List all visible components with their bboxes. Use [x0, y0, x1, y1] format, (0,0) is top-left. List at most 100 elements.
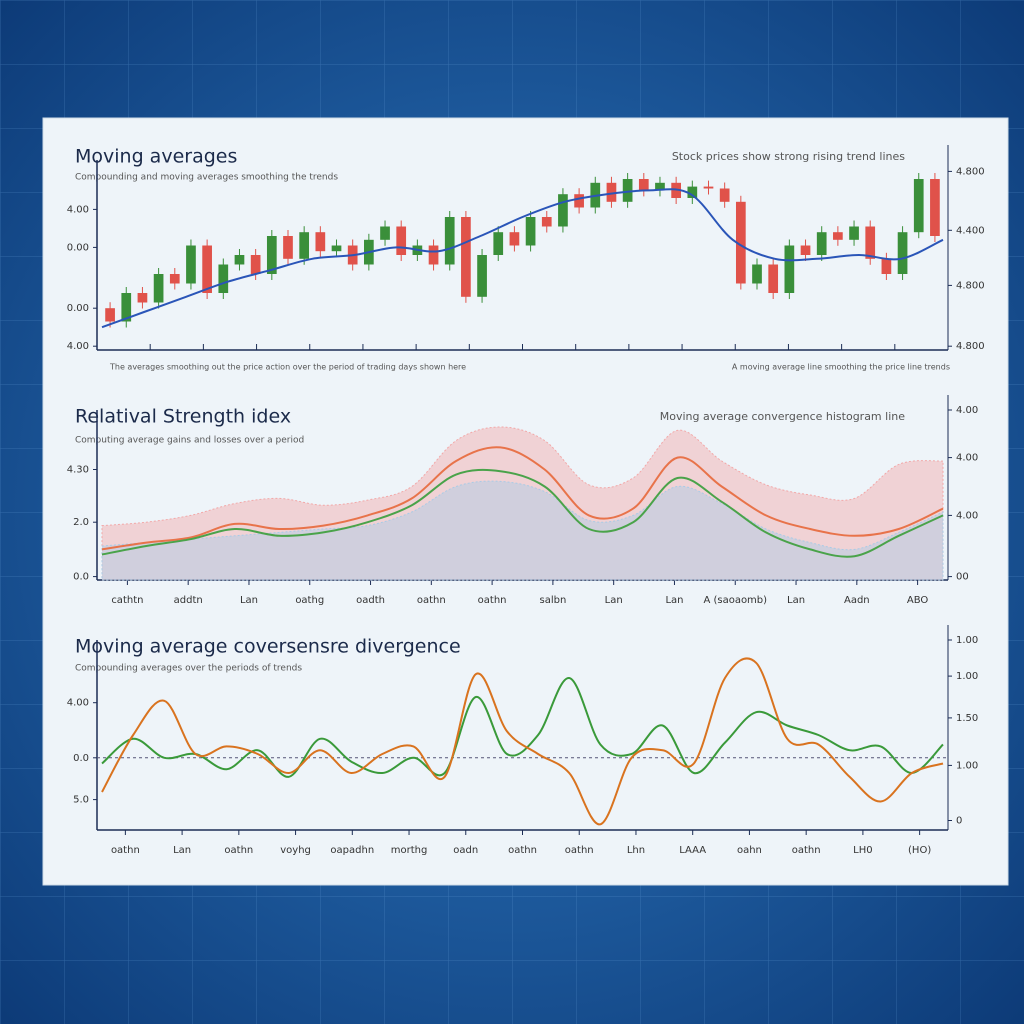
candle	[137, 293, 148, 303]
candle	[169, 274, 180, 284]
y-tick-label: 2.0	[73, 517, 89, 528]
x-tick-label: oathn	[508, 845, 537, 856]
candle	[574, 194, 584, 208]
candle	[477, 255, 487, 297]
candle	[331, 245, 342, 252]
chart-subtitle: Computing average gains and losses over …	[75, 436, 304, 446]
caption: A moving average line smoothing the pric…	[732, 363, 950, 372]
candle	[428, 245, 439, 265]
chart-title: Moving averages	[75, 146, 237, 168]
y2-tick-label: 4.400	[956, 225, 985, 236]
chart-subtitle: Compounding averages over the periods of…	[75, 664, 302, 674]
y-tick-label: 0.00	[67, 303, 89, 314]
area	[101, 426, 944, 581]
candle	[913, 179, 924, 233]
candle	[655, 182, 665, 191]
chart-note: Moving average convergence histogram lin…	[660, 410, 905, 423]
x-tick-label: oathg	[295, 595, 324, 606]
x-tick-label: oathn	[224, 845, 253, 856]
chart-note: Stock prices show strong rising trend li…	[672, 150, 905, 163]
candle	[218, 264, 229, 293]
y-tick-label: 4.00	[67, 341, 89, 352]
x-tick-label: A (saoaomb)	[703, 595, 767, 606]
area	[101, 480, 944, 581]
candle	[541, 217, 552, 227]
candle	[687, 186, 698, 198]
charts: Moving averages Compounding and moving av…	[67, 145, 985, 856]
y2-tick-label: 1.00	[956, 760, 978, 771]
line	[101, 468, 944, 558]
x-tick-label: Lan	[605, 595, 623, 606]
line	[101, 446, 944, 551]
x-tick-label: Aadn	[844, 595, 870, 606]
y-tick-label: 4.00	[67, 698, 89, 709]
x-tick-label: LAAA	[679, 845, 706, 856]
candle	[752, 264, 762, 284]
y2-tick-label: 4.00	[956, 510, 978, 521]
line	[101, 657, 944, 826]
x-tick-label: Lan	[173, 845, 191, 856]
y2-tick-label: 1.50	[956, 713, 978, 724]
candle	[509, 232, 520, 246]
chart-title: Moving average coversensre divergence	[75, 636, 461, 658]
x-tick-label: oathn	[478, 595, 507, 606]
candle	[849, 226, 859, 240]
y2-tick-label: 4.800	[956, 166, 985, 177]
candle	[153, 274, 164, 303]
candle	[380, 226, 390, 240]
candle	[735, 201, 746, 284]
y2-tick-label: 0	[956, 816, 962, 827]
x-tick-label: salbn	[539, 595, 566, 606]
candle	[703, 186, 714, 189]
x-tick-label: Lan	[665, 595, 683, 606]
x-tick-label: morthg	[391, 845, 428, 856]
y-tick-label: 4.30	[67, 465, 89, 476]
candle	[833, 232, 843, 240]
candle	[234, 255, 245, 265]
y2-tick-label: 1.00	[956, 671, 978, 682]
x-tick-label: oathn	[565, 845, 594, 856]
candle	[315, 232, 326, 252]
y-tick-label: 0.00	[67, 242, 89, 253]
chart-subtitle: Compounding and moving averages smoothin…	[75, 173, 338, 183]
y2-tick-label: 00	[956, 572, 969, 583]
candle	[768, 264, 779, 293]
y-tick-label: 4.00	[67, 204, 89, 215]
candle	[493, 232, 504, 255]
candle	[396, 226, 407, 255]
candle	[121, 293, 132, 322]
x-tick-label: oathn	[417, 595, 446, 606]
candle	[638, 179, 649, 191]
candle	[525, 217, 536, 246]
x-tick-label: voyhg	[280, 845, 311, 856]
x-tick-label: addtn	[174, 595, 203, 606]
y2-tick-label: 4.800	[956, 341, 985, 352]
candle	[250, 255, 261, 274]
caption: The averages smoothing out the price act…	[109, 363, 466, 372]
x-tick-label: oadth	[356, 595, 385, 606]
x-tick-label: Lan	[240, 595, 258, 606]
x-tick-label: oadn	[453, 845, 478, 856]
y-tick-label: 0.0	[73, 572, 89, 583]
candle	[105, 308, 115, 322]
candle	[283, 236, 293, 259]
x-tick-label: cathtn	[111, 595, 143, 606]
y2-tick-label: 4.00	[956, 453, 978, 464]
candle	[299, 232, 310, 259]
candle	[816, 232, 827, 255]
x-tick-label: Lan	[787, 595, 805, 606]
candle	[606, 182, 617, 202]
x-tick-label: oathn	[792, 845, 821, 856]
y2-tick-label: 1.00	[956, 635, 978, 646]
y2-tick-label: 4.800	[956, 280, 985, 291]
candle	[266, 236, 277, 274]
candle	[719, 188, 730, 202]
x-tick-label: Lhn	[627, 845, 645, 856]
x-tick-label: oathn	[111, 845, 140, 856]
y2-tick-label: 4.00	[956, 405, 978, 416]
candle	[202, 245, 212, 293]
chart-title: Relatival Strength idex	[75, 406, 291, 428]
x-tick-label: oahn	[737, 845, 762, 856]
candle	[897, 232, 908, 274]
